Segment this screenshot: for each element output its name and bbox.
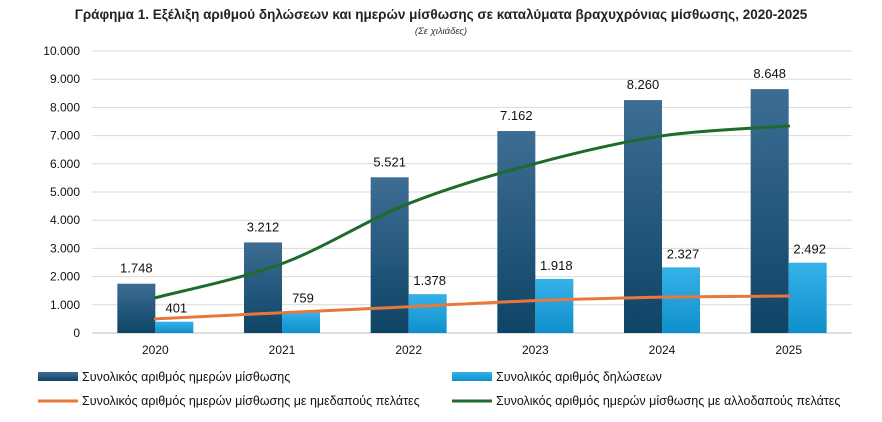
y-tick-label: 10.000 — [43, 44, 80, 58]
data-label-declarations: 2.492 — [793, 242, 826, 257]
y-axis-tick-labels: 0 1.000 2.000 3.000 4.000 5.000 6.000 7.000 8.00… — [43, 44, 80, 340]
legend-declarations-label: Συνολικός αριθμός δηλώσεων — [496, 370, 662, 384]
chart-subtitle: (Σε χιλιάδες) — [415, 26, 467, 37]
data-label-rental-days: 5.521 — [373, 154, 406, 169]
bar-total-rental-days — [117, 283, 156, 333]
bar-total-declarations — [788, 262, 827, 333]
data-label-declarations: 1.918 — [540, 258, 573, 273]
lines — [153, 124, 791, 321]
x-tick-label: 2020 — [142, 343, 169, 357]
data-label-declarations: 1.378 — [413, 273, 446, 288]
data-label-rental-days: 8.648 — [753, 66, 786, 81]
data-label-rental-days: 8.260 — [627, 77, 660, 92]
x-tick-label: 2023 — [522, 343, 549, 357]
y-tick-label: 1.000 — [50, 298, 80, 312]
x-tick-label: 2025 — [775, 343, 802, 357]
legend-rental-days-label: Συνολικός αριθμός ημερών μίσθωσης — [82, 370, 290, 384]
legend-declarations-swatch — [452, 372, 492, 381]
y-tick-label: 8.000 — [50, 100, 80, 114]
y-tick-label: 4.000 — [50, 213, 80, 227]
y-tick-label: 3.000 — [50, 241, 80, 255]
y-tick-label: 0 — [73, 326, 80, 340]
bar-total-declarations — [155, 321, 194, 333]
legend-rental-days-swatch — [38, 372, 78, 381]
bar-total-rental-days — [244, 242, 282, 333]
x-tick-label: 2024 — [649, 343, 676, 357]
y-tick-label: 5.000 — [50, 185, 80, 199]
y-tick-label: 7.000 — [50, 129, 80, 143]
data-label-rental-days: 1.748 — [120, 261, 153, 276]
chart-title: Γράφημα 1. Εξέλιξη αριθμού δηλώσεων και … — [75, 7, 808, 22]
bar-total-declarations — [535, 278, 574, 333]
y-tick-label: 6.000 — [50, 157, 80, 171]
legend: Συνολικός αριθμός ημερών μίσθωσης Συνολικ… — [38, 370, 840, 408]
bar-total-declarations — [662, 267, 700, 333]
legend-domestic-label: Συνολικός αριθμός ημερών μίσθωσης με ημε… — [82, 394, 420, 408]
data-label-rental-days: 3.212 — [247, 219, 280, 234]
legend-foreign-label: Συνολικός αριθμός ημερών μίσθωσης με αλλ… — [496, 394, 840, 408]
data-label-declarations: 2.327 — [667, 246, 700, 261]
gridlines — [92, 50, 852, 334]
line-foreign-customers — [153, 124, 791, 300]
data-label-declarations: 759 — [292, 291, 314, 306]
data-label-rental-days: 7.162 — [500, 108, 533, 123]
bar-total-declarations — [408, 294, 447, 333]
data-label-declarations: 401 — [165, 301, 187, 316]
y-tick-label: 2.000 — [50, 270, 80, 284]
y-tick-label: 9.000 — [50, 72, 80, 86]
data-labels: 1.748 3.212 5.521 7.162 8.260 8.648 401 759 1.37… — [120, 66, 826, 316]
line-domestic-customers — [153, 294, 791, 321]
x-axis-tick-labels: 2020 2021 2022 2023 2024 2025 — [142, 343, 802, 357]
bar-total-declarations — [282, 311, 320, 333]
bar-total-rental-days — [750, 89, 789, 333]
x-tick-label: 2021 — [269, 343, 296, 357]
x-tick-label: 2022 — [395, 343, 422, 357]
